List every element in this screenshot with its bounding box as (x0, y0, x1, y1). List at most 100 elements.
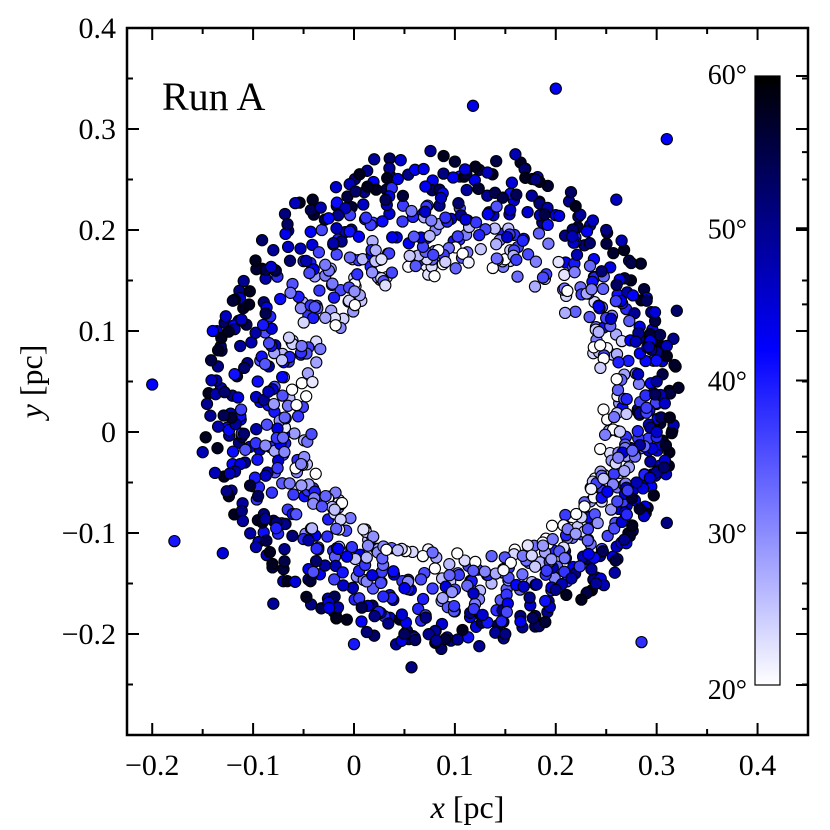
x-tick-label: −0.1 (226, 749, 280, 782)
data-point (595, 265, 608, 278)
data-point (360, 625, 373, 639)
data-point (375, 253, 388, 266)
data-point (211, 442, 224, 455)
data-point (365, 266, 379, 279)
data-point (650, 425, 663, 439)
data-point (216, 547, 229, 560)
data-point (327, 237, 340, 250)
data-point (275, 354, 289, 367)
data-point (243, 285, 256, 298)
data-point (276, 389, 289, 402)
data-point (521, 205, 534, 219)
data-point (303, 266, 316, 280)
data-point (481, 166, 494, 179)
data-point (376, 215, 389, 228)
data-point (462, 256, 475, 269)
data-point (343, 225, 356, 238)
colorbar-tick-label: 40° (708, 367, 747, 398)
data-point (278, 411, 291, 424)
data-point (267, 244, 280, 257)
data-point (290, 398, 303, 412)
data-point (521, 539, 534, 552)
data-point (286, 529, 299, 543)
data-point (591, 516, 604, 530)
data-point (569, 305, 582, 318)
data-point (449, 262, 462, 275)
data-point (596, 545, 609, 558)
data-point (456, 623, 469, 637)
data-point (610, 278, 623, 292)
x-axis-label: x [pc] (430, 789, 505, 825)
data-point (558, 552, 571, 565)
data-point (610, 373, 623, 386)
data-point (578, 500, 591, 513)
data-point (314, 342, 327, 356)
data-point (266, 557, 279, 571)
data-point (282, 331, 296, 344)
data-point (541, 218, 554, 232)
data-point (211, 344, 225, 357)
data-point (340, 550, 354, 563)
y-tick-label: 0 (101, 416, 116, 449)
data-point (208, 466, 222, 480)
data-point (319, 311, 332, 324)
data-point (426, 582, 439, 595)
data-point (430, 634, 443, 647)
data-point (414, 573, 428, 586)
data-point (585, 283, 598, 296)
data-point (321, 530, 334, 543)
data-point (278, 555, 291, 568)
data-point (569, 200, 582, 213)
data-point (200, 397, 214, 411)
data-point (281, 240, 295, 254)
data-point (260, 534, 273, 547)
data-point (428, 270, 441, 283)
data-point (396, 215, 409, 228)
data-point (239, 443, 252, 456)
colorbar-tick-label: 30° (708, 519, 747, 550)
data-point (570, 248, 584, 261)
data-point (604, 503, 618, 516)
data-point (545, 519, 559, 532)
data-point (558, 268, 571, 282)
data-point (559, 508, 572, 522)
data-point (620, 508, 633, 521)
data-point (611, 495, 624, 508)
data-point (589, 577, 603, 590)
data-point (330, 611, 343, 624)
data-point (382, 617, 395, 630)
data-point (612, 356, 625, 369)
data-point (168, 534, 181, 548)
data-point (525, 549, 538, 562)
data-point (345, 540, 359, 554)
data-point (276, 370, 289, 384)
data-point (598, 428, 612, 441)
data-point (592, 325, 605, 339)
axis-ticks: −0.2 −0.1 0 0.1 0.2 0.3 0.4 −0.2 −0.1 0 0.1 0.2 0.3 0… (62, 12, 809, 782)
data-point (626, 519, 639, 532)
data-point (564, 186, 578, 199)
y-tick-label: 0.3 (79, 113, 117, 146)
y-axis-unit: [pc] (13, 345, 49, 405)
data-point (552, 255, 565, 269)
data-point (218, 385, 231, 399)
data-point (290, 508, 303, 521)
data-point (426, 546, 439, 559)
data-point (297, 316, 310, 329)
data-point (291, 410, 305, 423)
data-point (309, 467, 322, 480)
data-point (259, 439, 272, 452)
data-point (267, 597, 280, 610)
data-point (485, 549, 498, 563)
data-point (259, 307, 272, 320)
data-point (663, 411, 676, 424)
x-tick-label: 0.2 (537, 749, 575, 782)
data-point (460, 183, 473, 197)
data-point (278, 445, 291, 459)
data-point (630, 476, 643, 489)
x-tick-label: 0.4 (739, 749, 777, 782)
data-point (361, 539, 375, 552)
data-point (496, 191, 509, 204)
data-point (561, 284, 574, 298)
